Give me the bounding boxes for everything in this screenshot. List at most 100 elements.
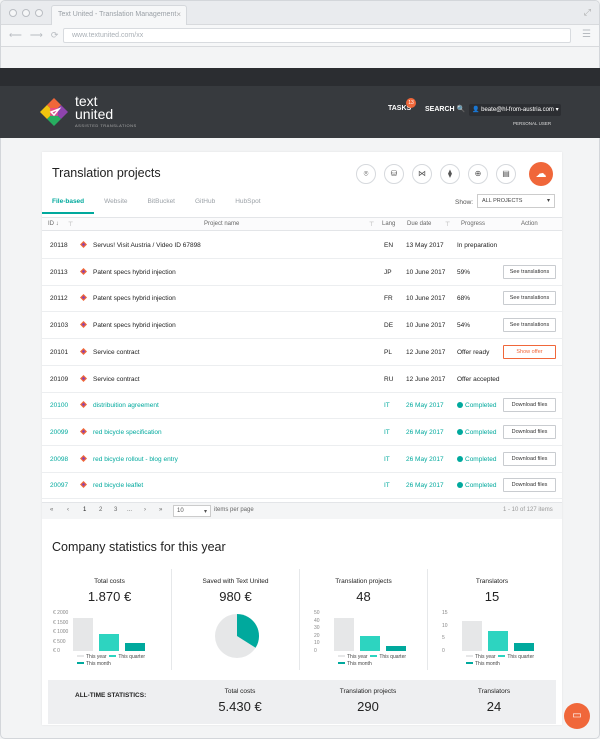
project-lang: JP	[384, 268, 392, 276]
download-files-button[interactable]: Download files	[503, 398, 556, 413]
project-lang: FR	[384, 295, 393, 303]
browser-tab[interactable]: Text United - Translation Management ×	[51, 5, 187, 25]
back-icon[interactable]: ⟵	[9, 30, 22, 40]
project-id: 20113	[50, 268, 68, 276]
show-offer-button[interactable]: Show offer	[503, 344, 556, 359]
column-due-date[interactable]: Due date	[407, 221, 432, 227]
close-tab-icon[interactable]: ×	[176, 10, 181, 19]
github-icon[interactable]: ⌾	[356, 164, 376, 184]
page-2-button[interactable]: 2	[99, 507, 103, 513]
project-id: 20103	[50, 322, 69, 330]
tab-website[interactable]: Website	[104, 198, 128, 205]
project-progress: 54%	[457, 322, 471, 330]
project-progress: Offer ready	[457, 348, 490, 356]
document-icon[interactable]: ▤	[496, 164, 516, 184]
see-translations-button[interactable]: See translations	[503, 264, 556, 279]
legend-swatch-year	[77, 655, 84, 657]
chat-icon[interactable]: ▭	[564, 703, 590, 729]
bitbucket-icon[interactable]: ⛁	[384, 164, 404, 184]
alltime-projects: Translation projects 290	[318, 688, 418, 714]
more-pages-button[interactable]: ...	[127, 507, 133, 513]
see-translations-button[interactable]: See translations	[503, 318, 556, 333]
axis-tick-label: 10	[314, 640, 320, 647]
upload-cloud-icon[interactable]: ☁	[529, 162, 553, 186]
maximize-window-button[interactable]	[35, 9, 43, 17]
tab-bitbucket[interactable]: BitBucket	[147, 198, 175, 205]
header-top-strip	[0, 68, 600, 86]
tab-github[interactable]: GitHub	[195, 198, 216, 205]
website-icon[interactable]: ⊕	[468, 164, 488, 184]
table-row[interactable]: 20098 red bicycle rollout - blog entry IT 2…	[42, 446, 562, 473]
dropbox-icon[interactable]: ⧫	[440, 164, 460, 184]
next-page-icon[interactable]: ›	[144, 507, 146, 513]
pie-slice-saved	[237, 614, 259, 648]
tab-hubspot[interactable]: HubSpot	[235, 198, 261, 205]
download-files-button[interactable]: Download files	[503, 451, 556, 466]
table-row[interactable]: 20099 red bicycle specification IT 26 May 2…	[42, 419, 562, 446]
hubspot-icon[interactable]: ⋈	[412, 164, 432, 184]
project-type-icon	[80, 454, 87, 462]
download-files-button[interactable]: Download files	[503, 424, 556, 439]
column-progress: Progress	[461, 221, 486, 227]
user-menu-dropdown[interactable]: 👤 beate@hl-from-austria.com ▾	[469, 104, 561, 116]
table-row[interactable]: 20118 Servus! Visit Austria / Video ID 67…	[42, 232, 562, 259]
minimize-window-button[interactable]	[22, 9, 30, 17]
project-lang: EN	[384, 242, 394, 249]
browser-menu-icon[interactable]: ☰	[582, 29, 591, 40]
table-row[interactable]: 20100 distribuition agreement IT 26 May 201…	[42, 392, 562, 420]
table-row[interactable]: 20112 Patent specs hybrid injection FR 10 J…	[42, 285, 562, 313]
column-lang[interactable]: Lang	[382, 221, 396, 227]
table-row[interactable]: 20101 Service contract PL 12 June 2017 Offer…	[42, 339, 562, 366]
forward-icon[interactable]: ⟶	[29, 30, 43, 40]
stats-title: Company statistics for this year	[52, 540, 226, 554]
chart-legend: This month	[338, 661, 372, 667]
project-due-date: 26 May 2017	[406, 482, 444, 490]
project-lang: IT	[384, 482, 390, 490]
items-per-page-select[interactable]: 10 ▾	[173, 505, 211, 517]
logo-mark-icon	[38, 96, 70, 128]
see-translations-button[interactable]: See translations	[503, 291, 556, 306]
tab-file-based[interactable]: File-based	[42, 196, 95, 214]
prev-page-icon[interactable]: ‹	[67, 507, 69, 513]
project-name: Patent specs hybrid injection	[93, 268, 176, 276]
page-1-button[interactable]: 1	[83, 507, 87, 513]
alltime-projects-value: 290	[357, 699, 379, 714]
legend-year: This year	[347, 654, 368, 660]
first-page-icon[interactable]: «	[50, 507, 54, 513]
stat-total-costs: Total costs 1.870 € € 2000 € 1500 € 1000 € …	[48, 569, 172, 670]
search-link[interactable]: SEARCH 🔍	[425, 106, 466, 113]
project-due-date: 10 June 2017	[406, 295, 446, 303]
table-row[interactable]: 20103 Patent specs hybrid injection DE 10 J…	[42, 312, 562, 340]
column-project-name[interactable]: Project name	[204, 221, 240, 227]
filter-icon[interactable]: ⊤	[445, 222, 451, 228]
project-type-icon	[80, 267, 87, 275]
url-input[interactable]: www.textunited.com/xx	[63, 28, 571, 43]
filter-icon[interactable]: ⊤	[369, 222, 375, 228]
tasks-link[interactable]: TASKS	[388, 105, 412, 112]
close-window-button[interactable]	[9, 9, 17, 17]
project-due-date: 12 June 2017	[406, 348, 446, 356]
table-row[interactable]: 20109 Service contract RU 12 June 2017 Offer…	[42, 366, 562, 393]
legend-swatch-quarter	[498, 655, 506, 657]
project-name: Patent specs hybrid injection	[93, 295, 176, 303]
project-name: Patent specs hybrid injection	[93, 322, 176, 330]
alltime-projects-label: Translation projects	[339, 688, 397, 695]
tab-title: Text United - Translation Management	[58, 11, 177, 18]
legend-month: This month	[347, 661, 372, 667]
project-id: 20118	[50, 242, 68, 249]
fullscreen-icon[interactable]: ⤢	[583, 7, 591, 17]
filter-icon[interactable]: ⊤	[68, 222, 74, 228]
column-id[interactable]: ID ↓	[48, 221, 59, 227]
page-3-button[interactable]: 3	[114, 507, 118, 513]
table-row[interactable]: 20113 Patent specs hybrid injection JP 10 J…	[42, 259, 562, 286]
table-row[interactable]: 20097 red bicycle leaflet IT 26 May 2017 Com…	[42, 472, 562, 500]
last-page-icon[interactable]: »	[159, 507, 163, 513]
project-progress: Completed	[465, 482, 497, 490]
logo[interactable]: text united ASSISTED TRANSLATIONS	[38, 94, 137, 128]
legend-year: This year	[475, 654, 496, 660]
alltime-costs-label: Total costs	[224, 688, 256, 695]
reload-icon[interactable]: ⟳	[50, 30, 59, 40]
items-range: 1 - 10 of 127 items	[503, 507, 553, 513]
download-files-button[interactable]: Download files	[503, 478, 556, 493]
show-filter-select[interactable]: ALL PROJECTS ▾	[477, 194, 555, 208]
